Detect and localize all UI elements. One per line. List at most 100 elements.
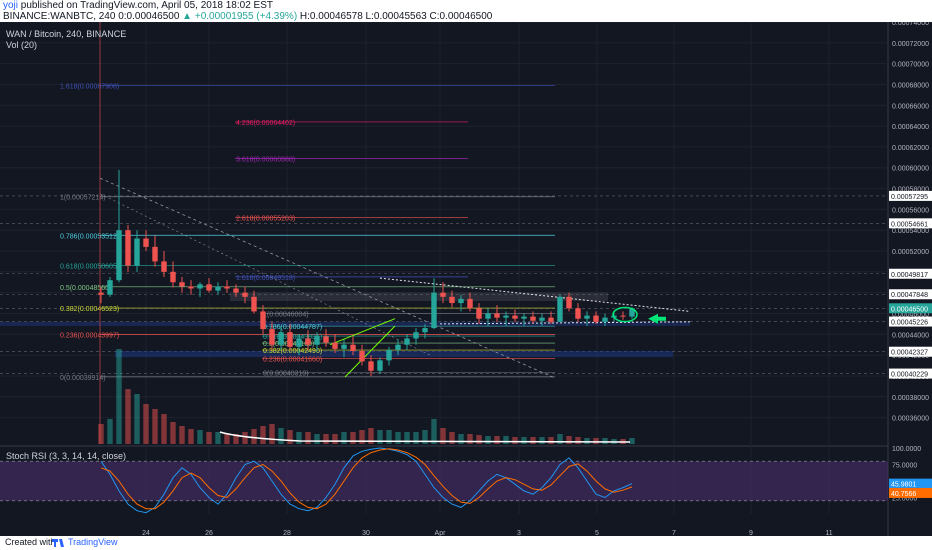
candle-body [584, 315, 590, 319]
candle-body [215, 286, 221, 291]
price-tag-bg [889, 289, 932, 300]
volume-bar [161, 414, 167, 444]
chart-legend: WAN / Bitcoin, 240, BINANCE Vol (20) [6, 29, 126, 51]
candle-body [386, 349, 392, 361]
candle-body [125, 230, 131, 266]
volume-bar [422, 430, 428, 444]
volume-bar [170, 422, 176, 444]
price-tag-label: 0.00045226 [891, 320, 928, 327]
volume-bar [125, 389, 131, 444]
price-chart[interactable]: 0.00074000 0.00072000 0.00070000 0.00068000… [0, 22, 932, 536]
fib-extension-label: 3.618(0.00060888) [236, 156, 295, 163]
tradingview-link[interactable]: TradingView [68, 537, 118, 547]
volume-bar [269, 424, 275, 444]
time-tick-label: Apr [435, 530, 447, 536]
candle-body [314, 336, 320, 345]
volume-bar [98, 424, 104, 444]
price-tick-label: 0.00074000 [892, 22, 929, 27]
candle-body [341, 344, 347, 349]
candle-body [278, 332, 284, 345]
green-arrow-icon [648, 313, 666, 324]
footer: Created with TradingView [0, 536, 932, 550]
candle-body [251, 296, 257, 312]
stoch-k-line [100, 447, 633, 514]
candle-body [458, 298, 464, 304]
volume-bar [107, 419, 113, 444]
stoch-k-tag [889, 478, 932, 489]
volume-bar [278, 428, 284, 444]
fib-retrace-label: 0.786(0.00044787) [263, 324, 322, 331]
candle-body [296, 338, 302, 347]
candle-body [629, 308, 635, 317]
fib-retrace-label: 0.236(0.00041660) [263, 357, 322, 364]
price-tick-label: 0.00060000 [892, 166, 929, 173]
support-zone [0, 321, 690, 326]
volume-bar [440, 428, 446, 444]
time-tick-label: 24 [142, 530, 150, 536]
volume-bar [368, 428, 374, 444]
resistance-zone [230, 292, 608, 301]
volume-bar [377, 430, 383, 444]
candle-body [566, 296, 572, 309]
price-tag-label: 0.00047848 [891, 292, 928, 299]
time-tick-label: 5 [595, 530, 599, 536]
candle-body [440, 292, 446, 297]
candle-body [197, 284, 203, 289]
price-tick-label: 0.00052000 [892, 249, 929, 256]
publish-header: yoji published on TradingView.com, April… [0, 0, 932, 22]
symbol-title: WAN / Bitcoin, 240, BINANCE [6, 29, 127, 39]
candle-body [323, 336, 329, 343]
time-tick-label: 26 [205, 530, 213, 536]
price-tag-bg [889, 303, 932, 314]
candle-body [485, 313, 491, 319]
stoch-k-value: 45.9801 [891, 482, 916, 489]
price-tick-label: 0.00038000 [892, 395, 929, 402]
fib-retrace-label: 1(0.00046004) [263, 311, 309, 318]
candle-body [413, 332, 419, 339]
volume-bar [404, 432, 410, 444]
price-tag-label: 0.00057295 [891, 194, 928, 201]
time-tick-label: 30 [362, 530, 370, 536]
author-link[interactable]: yoji [3, 0, 19, 11]
candle-body [368, 361, 374, 371]
candle-body [467, 298, 473, 309]
fib-retrace-label: 0.382(0.00042490) [263, 348, 322, 355]
volume-bar [296, 432, 302, 444]
time-tick-label: 11 [825, 530, 832, 536]
price-tick-label: 0.00046000 [892, 311, 929, 318]
volume-bar [431, 419, 437, 444]
stoch-rsi-legend: Stoch RSI (3, 3, 14, 14, close) [6, 451, 127, 461]
rsi-tick-label: 75.0000 [892, 463, 917, 470]
candle-body [134, 238, 140, 266]
candle-body [170, 271, 176, 283]
candle-body [98, 292, 104, 295]
candle-body [305, 338, 311, 345]
price-tag-bg [889, 346, 932, 357]
candle-body [188, 286, 194, 289]
candle-body [620, 315, 626, 317]
candle-body [602, 317, 608, 322]
candle-body [539, 317, 545, 321]
price-tag-label: 0.00040229 [891, 372, 928, 379]
fib-retrace-label: 0(0.00040319) [263, 371, 309, 378]
candle-body [512, 315, 518, 319]
volume-bar [395, 432, 401, 444]
candle-body [593, 315, 599, 322]
candle-body [152, 246, 158, 262]
volume-bar [152, 409, 158, 444]
volume-bar [458, 434, 464, 444]
candle-body [494, 313, 500, 318]
price-tick-label: 0.00054000 [892, 228, 929, 235]
candle-body [503, 315, 509, 318]
candle-body [404, 338, 410, 345]
volume-bar [251, 429, 257, 444]
volume-bar [530, 437, 536, 444]
volume-bar [116, 349, 122, 444]
candle-body [422, 328, 428, 333]
volume-bar [197, 430, 203, 444]
volume-ma-line [219, 431, 631, 443]
fib-extension-label: 1.618(0.00049518) [236, 275, 295, 282]
candle-body [233, 288, 239, 293]
volume-bar [539, 437, 545, 444]
symbol-line: BINANCE:WANBTC, 240 0:0.00046500 [3, 11, 180, 22]
